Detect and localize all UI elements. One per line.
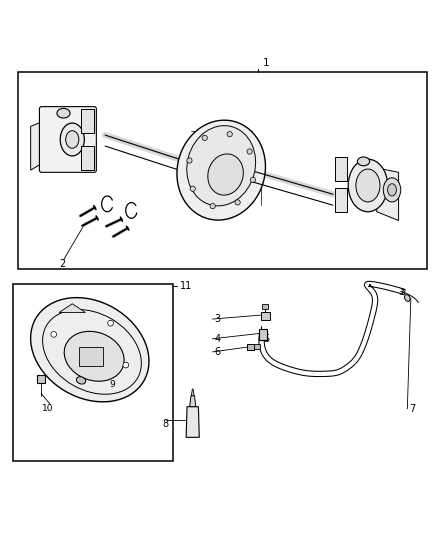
Bar <box>335 188 347 212</box>
Ellipse shape <box>60 123 84 156</box>
Polygon shape <box>190 395 196 407</box>
Ellipse shape <box>250 177 255 182</box>
Text: 6: 6 <box>215 347 221 357</box>
Bar <box>81 146 94 170</box>
Ellipse shape <box>235 200 240 205</box>
Polygon shape <box>31 122 42 170</box>
Ellipse shape <box>247 149 252 154</box>
Text: 2: 2 <box>59 260 65 269</box>
Bar <box>81 109 94 133</box>
Text: 5: 5 <box>263 334 269 344</box>
Bar <box>262 304 268 309</box>
Ellipse shape <box>404 295 410 301</box>
Text: 10: 10 <box>42 405 53 414</box>
Ellipse shape <box>208 154 244 195</box>
Text: 1: 1 <box>263 58 269 68</box>
Bar <box>259 329 267 340</box>
Polygon shape <box>59 304 85 312</box>
Ellipse shape <box>357 157 370 166</box>
Bar <box>18 71 427 269</box>
Ellipse shape <box>108 320 113 326</box>
Ellipse shape <box>190 186 195 191</box>
Ellipse shape <box>76 377 86 384</box>
Ellipse shape <box>348 159 388 212</box>
Bar <box>335 157 347 181</box>
Text: 11: 11 <box>180 281 192 291</box>
Ellipse shape <box>66 131 79 148</box>
Ellipse shape <box>187 126 256 206</box>
Text: 4: 4 <box>215 334 221 344</box>
Bar <box>254 344 260 349</box>
Polygon shape <box>186 407 199 437</box>
Ellipse shape <box>31 297 149 402</box>
Bar <box>261 312 270 320</box>
Text: 8: 8 <box>162 419 168 429</box>
Ellipse shape <box>177 120 265 220</box>
Ellipse shape <box>388 184 396 196</box>
Ellipse shape <box>202 135 208 141</box>
Ellipse shape <box>123 362 129 368</box>
Bar <box>247 344 254 350</box>
Ellipse shape <box>57 108 70 118</box>
Ellipse shape <box>51 332 57 337</box>
Polygon shape <box>191 389 194 395</box>
Ellipse shape <box>210 204 215 209</box>
Bar <box>37 375 45 383</box>
FancyBboxPatch shape <box>39 107 96 172</box>
Text: 9: 9 <box>110 380 115 389</box>
Ellipse shape <box>356 169 380 202</box>
Ellipse shape <box>383 178 401 202</box>
Polygon shape <box>377 168 399 221</box>
Ellipse shape <box>227 132 232 137</box>
Text: 7: 7 <box>410 404 416 414</box>
Ellipse shape <box>187 158 192 163</box>
Text: 3: 3 <box>215 314 221 324</box>
Bar <box>13 284 173 462</box>
Bar <box>79 346 103 366</box>
Ellipse shape <box>64 332 124 381</box>
